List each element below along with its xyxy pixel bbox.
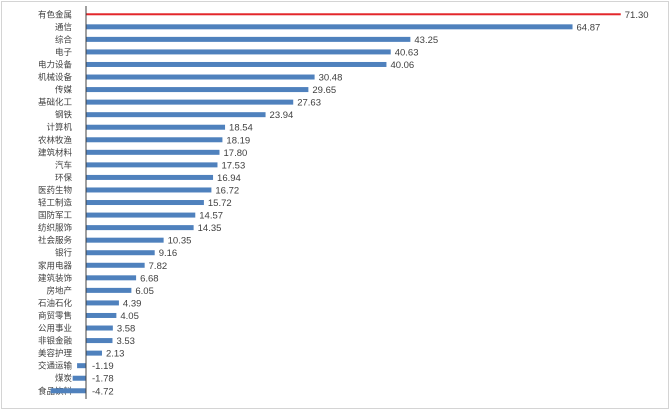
bar: [86, 225, 194, 231]
data-label: 18.54: [229, 123, 253, 134]
category-label: 商贸零售: [38, 310, 72, 321]
data-label: 15.72: [208, 198, 232, 209]
category-label: 公用事业: [38, 323, 72, 334]
bar: [86, 312, 117, 318]
bar: [86, 300, 119, 306]
data-label: 10.35: [168, 236, 192, 247]
category-label: 机械设备: [38, 72, 73, 83]
data-label: -1.19: [92, 361, 114, 372]
category-label: 通信: [55, 22, 73, 33]
category-label: 环保: [55, 172, 73, 183]
bar: [86, 237, 164, 243]
bar: [86, 212, 196, 218]
data-label: 4.05: [120, 311, 139, 322]
category-label: 电力设备: [38, 59, 73, 70]
data-label: 14.57: [199, 211, 223, 222]
bar: [50, 388, 86, 394]
bar: [86, 87, 309, 93]
category-label: 农林牧渔: [38, 135, 73, 146]
category-label: 建筑装饰: [38, 273, 73, 284]
data-label: 18.19: [226, 135, 250, 146]
bar: [86, 262, 145, 268]
data-label: 40.63: [395, 47, 419, 58]
bar: [86, 287, 132, 293]
category-label: 电子: [55, 47, 73, 58]
category-label: 社会服务: [38, 235, 73, 246]
bar: [86, 24, 573, 30]
data-label: 6.68: [140, 273, 159, 284]
data-label: 17.80: [224, 148, 248, 159]
bar: [86, 174, 214, 180]
data-label: 29.65: [312, 85, 336, 96]
data-label: 14.35: [198, 223, 222, 234]
category-label: 计算机: [46, 122, 72, 133]
category-label: 基础化工: [38, 97, 73, 108]
bar: [86, 49, 391, 55]
data-label: 3.53: [116, 336, 135, 347]
data-label: 64.87: [577, 22, 601, 33]
category-label: 钢铁: [55, 110, 73, 121]
bar: [86, 61, 387, 67]
category-label: 房地产: [46, 285, 72, 296]
data-label: 17.53: [221, 160, 245, 171]
data-label: 16.72: [215, 185, 239, 196]
data-label: 7.82: [149, 261, 168, 272]
data-label: 40.06: [390, 60, 414, 71]
category-label: 轻工制造: [38, 198, 73, 209]
category-label: 煤炭: [55, 373, 73, 384]
category-label: 美容护理: [38, 348, 73, 359]
category-label: 家用电器: [38, 260, 73, 271]
category-label: 综合: [55, 34, 73, 45]
data-label: 71.30: [625, 10, 649, 21]
data-label: 6.05: [135, 286, 154, 297]
data-label: 9.16: [159, 248, 178, 259]
bar: [86, 149, 220, 155]
category-label: 建筑材料: [38, 147, 73, 158]
data-label: 27.63: [297, 98, 321, 109]
category-label: 医药生物: [38, 185, 73, 196]
bar: [86, 275, 137, 281]
bar: [86, 36, 411, 42]
bar: [86, 13, 621, 16]
data-label: 4.39: [123, 298, 142, 309]
data-label: 23.94: [270, 110, 294, 121]
bar: [86, 350, 102, 356]
category-label: 传媒: [55, 85, 73, 96]
category-label: 银行: [55, 248, 73, 259]
category-label: 汽车: [55, 160, 72, 171]
data-label: 43.25: [414, 35, 438, 46]
data-label: -1.78: [92, 374, 114, 385]
category-label: 国防军工: [38, 210, 73, 221]
bar: [86, 187, 212, 193]
category-label: 纺织服饰: [38, 223, 73, 234]
category-label: 有色金属: [38, 9, 72, 20]
bar: [86, 74, 315, 80]
bar: [86, 338, 113, 344]
data-label: 3.58: [117, 324, 136, 335]
bar: [77, 363, 86, 369]
bar: [86, 250, 155, 256]
data-label: 30.48: [319, 73, 343, 84]
data-label: 16.94: [217, 173, 241, 184]
bar: [86, 162, 218, 168]
bar: [86, 137, 223, 143]
bar: [72, 375, 86, 381]
category-label: 石油石化: [38, 298, 73, 309]
data-label: -4.72: [92, 386, 114, 397]
category-label: 交通运输: [38, 361, 73, 372]
bar: [86, 112, 266, 118]
bar: [86, 99, 294, 105]
bar: [86, 200, 204, 206]
bar: [86, 325, 113, 331]
bar: [86, 124, 226, 130]
data-label: 2.13: [106, 349, 125, 360]
category-label: 非银金融: [38, 336, 73, 347]
